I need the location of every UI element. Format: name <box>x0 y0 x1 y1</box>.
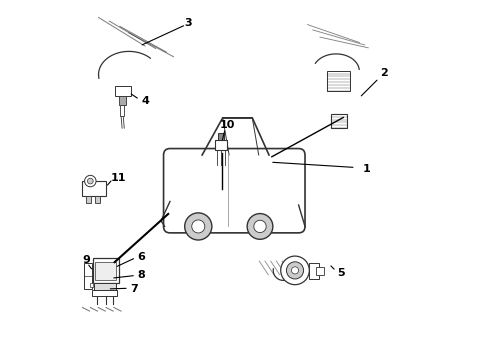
Bar <box>84 263 92 289</box>
Bar <box>93 258 119 283</box>
Bar <box>93 290 117 296</box>
FancyBboxPatch shape <box>164 149 305 233</box>
Text: 9: 9 <box>82 255 90 265</box>
Bar <box>215 140 227 150</box>
Circle shape <box>287 262 304 279</box>
Bar <box>95 262 117 280</box>
Text: 8: 8 <box>138 270 145 280</box>
Circle shape <box>192 220 205 233</box>
Text: 7: 7 <box>130 284 138 294</box>
Text: 11: 11 <box>110 173 126 183</box>
Circle shape <box>88 178 93 184</box>
Bar <box>331 114 347 128</box>
Bar <box>86 196 91 203</box>
Bar <box>218 133 223 140</box>
Circle shape <box>85 175 96 187</box>
Text: 10: 10 <box>220 120 235 130</box>
Bar <box>119 96 126 105</box>
Text: 5: 5 <box>338 268 345 278</box>
Text: 3: 3 <box>184 18 192 28</box>
Bar <box>95 196 100 203</box>
Bar <box>309 263 318 279</box>
Circle shape <box>254 220 266 233</box>
Circle shape <box>247 213 273 239</box>
Circle shape <box>185 213 212 240</box>
Bar <box>317 267 324 275</box>
Text: 2: 2 <box>380 68 388 78</box>
Bar <box>90 283 93 287</box>
Bar <box>82 181 106 196</box>
Circle shape <box>292 267 298 274</box>
Circle shape <box>281 256 309 285</box>
Text: 6: 6 <box>138 252 146 262</box>
Text: 4: 4 <box>141 96 149 107</box>
Bar <box>94 283 116 290</box>
Bar <box>327 71 350 91</box>
Text: 1: 1 <box>363 164 370 174</box>
Bar <box>120 105 124 116</box>
Bar <box>115 86 131 96</box>
